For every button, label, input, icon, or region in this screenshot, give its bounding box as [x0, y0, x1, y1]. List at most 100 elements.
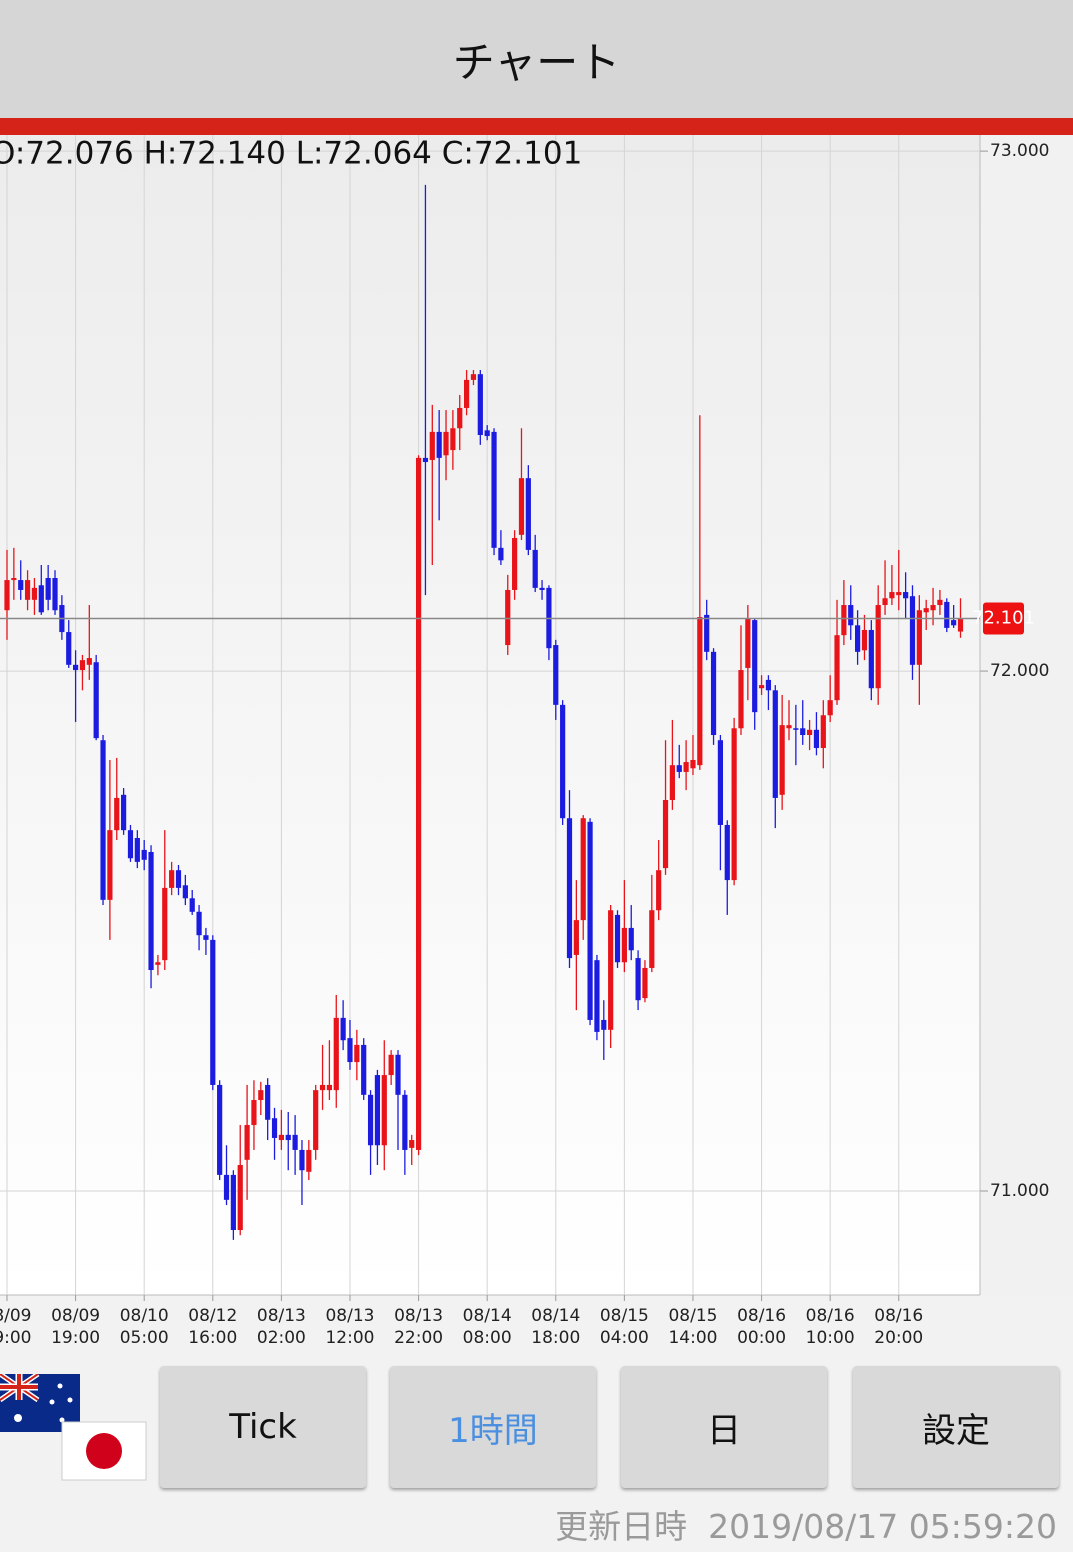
candle-body [203, 935, 209, 940]
x-tick-label: 08/13 02:00 [256, 1306, 306, 1348]
candle-body [882, 598, 888, 606]
candle-body [175, 870, 182, 888]
candle-body [601, 1019, 607, 1030]
candle-body [683, 762, 689, 772]
candle-body [258, 1090, 264, 1101]
candle-body [230, 1174, 236, 1231]
candle-body [4, 580, 10, 611]
candle-body [532, 549, 538, 588]
hourly-button[interactable]: 1時間 [390, 1366, 596, 1488]
candle-body [347, 1038, 353, 1063]
candle-body [470, 374, 477, 380]
candle-body [758, 685, 765, 689]
currency-flags[interactable] [0, 1374, 150, 1484]
candle-body [409, 1140, 415, 1148]
candle-body [422, 457, 429, 463]
candle-body [271, 1118, 278, 1138]
candle-body [134, 837, 140, 862]
daily-button[interactable]: 日 [621, 1366, 827, 1488]
candle-body [121, 794, 127, 831]
candle-body [512, 537, 518, 590]
candle-body [834, 635, 840, 701]
candle-body [813, 729, 820, 749]
candle-body [313, 1090, 319, 1150]
candle-body [457, 407, 463, 429]
candle-body [944, 601, 950, 628]
candle-body [608, 910, 614, 1030]
candle-body [285, 1134, 291, 1141]
candle-body [560, 704, 566, 819]
candle-body [443, 431, 449, 456]
candle-body [52, 577, 58, 611]
settings-button[interactable]: 設定 [853, 1366, 1059, 1488]
x-tick-label: 08/14 08:00 [462, 1306, 512, 1348]
candle-body [114, 797, 120, 831]
candle-body [793, 728, 799, 730]
candle-body [738, 670, 744, 729]
candle-body [827, 700, 833, 716]
candle-body [127, 830, 134, 859]
candle-body [498, 547, 504, 561]
candle-body [265, 1084, 271, 1120]
candle-body [635, 958, 641, 1001]
candle-body [367, 1094, 374, 1146]
candle-body [18, 580, 24, 590]
candle-body [710, 651, 717, 736]
x-tick-label: 08/15 14:00 [668, 1306, 718, 1348]
candle-body [31, 587, 38, 600]
candle-body [772, 690, 778, 798]
y-tick-label: 72.000 [990, 661, 1049, 681]
flag-jpy [61, 1421, 147, 1481]
candle-body [223, 1174, 230, 1200]
candle-body [875, 605, 881, 689]
candle-body [38, 585, 44, 613]
candle-body [889, 592, 895, 599]
candle-body [162, 887, 168, 961]
candle-body [306, 1149, 312, 1172]
candle-body [614, 914, 621, 963]
candle-body [752, 620, 758, 713]
accent-bar [0, 118, 1073, 135]
candle-body [415, 457, 422, 1150]
x-tick-label: 08/12 16:00 [188, 1306, 238, 1348]
candle-body [937, 599, 943, 606]
last-price-label: 72.101 [972, 608, 1035, 629]
candle-body [217, 1084, 223, 1175]
x-tick-label: 08/10 05:00 [119, 1306, 169, 1348]
candle-body [464, 379, 470, 408]
candle-body [450, 428, 456, 451]
candle-body [484, 430, 490, 437]
candle-body [951, 620, 957, 626]
candle-body [169, 870, 175, 888]
candle-body [319, 1084, 326, 1091]
candle-body [957, 618, 964, 632]
last-price-badge [983, 602, 1024, 635]
candle-body [299, 1149, 305, 1171]
candle-body [697, 616, 703, 766]
candle-body [765, 679, 772, 691]
candle-body [806, 729, 813, 736]
price-axis-area [980, 135, 1073, 1295]
update-timestamp: 2019/08/17 05:59:20 [708, 1507, 1057, 1546]
candle-body [855, 625, 861, 652]
candle-body [244, 1124, 250, 1160]
candle-body [848, 605, 854, 626]
x-tick-label: 08/13 12:00 [325, 1306, 375, 1348]
x-tick-label: 08/15 04:00 [599, 1306, 649, 1348]
candle-body [155, 962, 161, 965]
candle-body [354, 1044, 360, 1063]
candle-body [491, 431, 497, 548]
candle-body [676, 765, 682, 772]
candle-body [100, 740, 106, 900]
candle-body [628, 927, 634, 951]
candle-body [141, 849, 147, 860]
candle-body [148, 852, 154, 971]
candle-body [930, 605, 936, 611]
x-tick-label: 08/13 22:00 [394, 1306, 444, 1348]
candle-body [841, 605, 847, 636]
candle-body [374, 1075, 381, 1146]
tick-button[interactable]: Tick [160, 1366, 366, 1488]
plot-area [0, 135, 980, 1295]
candle-body [923, 608, 929, 613]
candle-body [587, 821, 593, 1020]
